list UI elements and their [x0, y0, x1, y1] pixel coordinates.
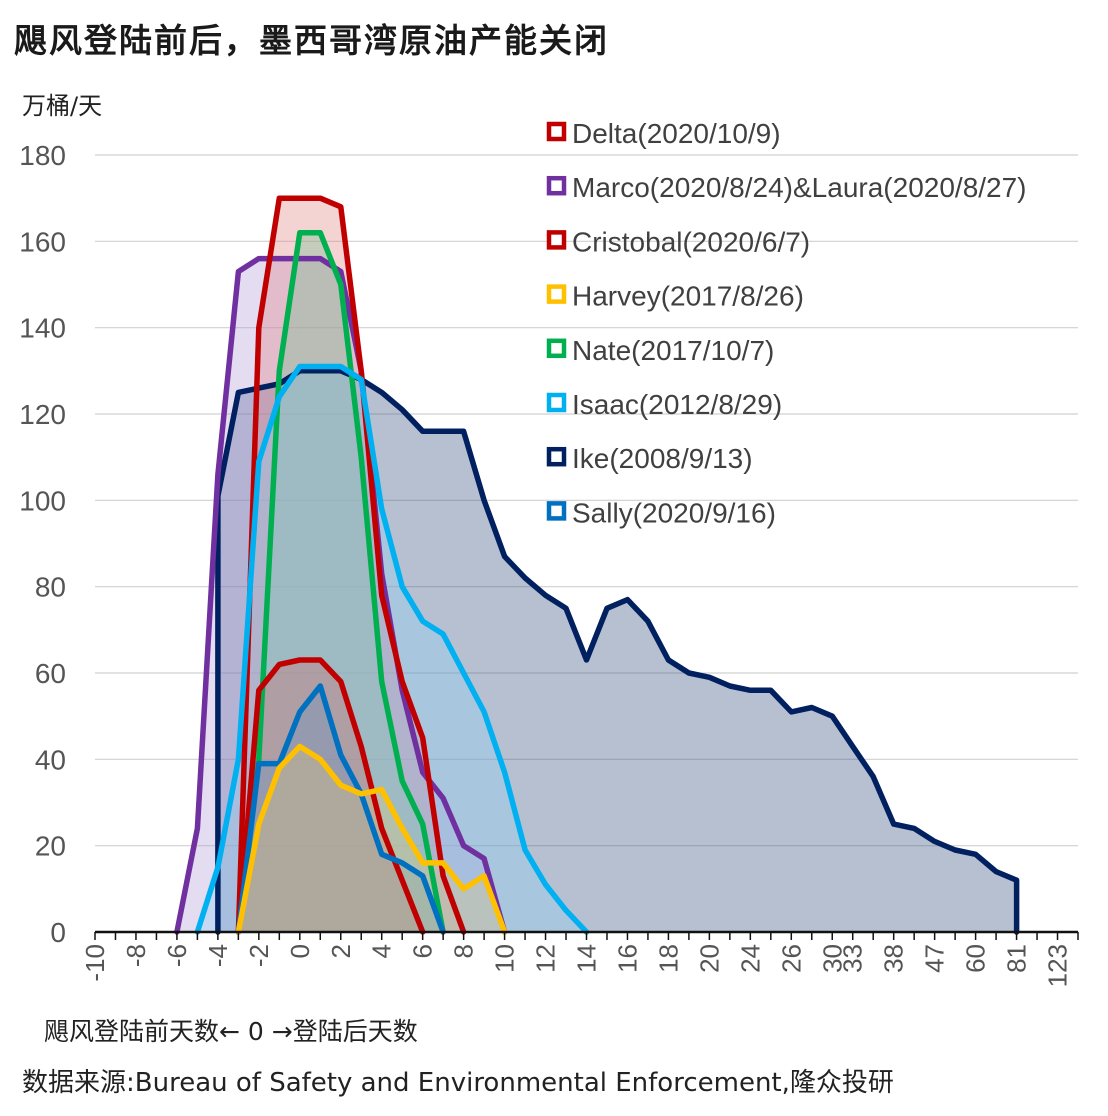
- series-area-ike: [217, 370, 1017, 932]
- y-tick-label: 40: [35, 744, 66, 775]
- legend-label: Ike(2008/9/13): [572, 443, 753, 474]
- series-line-sally: [235, 683, 446, 935]
- legend-marker: [546, 392, 567, 413]
- x-tick-label: 81: [1002, 944, 1032, 973]
- y-tick-label: 0: [50, 917, 66, 948]
- series-line-ike: [215, 368, 1020, 935]
- x-tick-label: 33: [838, 944, 868, 973]
- legend-marker: [546, 230, 567, 250]
- x-tick-label: 38: [879, 944, 909, 973]
- x-tick-label: 8: [449, 944, 479, 958]
- x-tick-label: 30: [817, 944, 847, 973]
- x-tick-label: 6: [408, 944, 438, 958]
- legend-marker: [546, 175, 567, 196]
- x-tick-label: 18: [653, 944, 683, 973]
- x-tick-label: 2: [326, 944, 356, 958]
- y-tick-label: 100: [19, 485, 66, 516]
- series-area-sally: [238, 686, 444, 932]
- series-lines: [174, 195, 1020, 935]
- legend-label: Isaac(2012/8/29): [572, 389, 782, 420]
- series-line-isaac: [194, 363, 590, 935]
- x-axis-caption: 飓风登陆前天数← 0 →登陆后天数: [44, 1017, 418, 1046]
- source-note: 数据来源:Bureau of Safety and Environmental …: [22, 1068, 894, 1098]
- legend-label: Harvey(2017/8/26): [572, 281, 804, 312]
- y-axis-unit-label: 万桶/天: [22, 92, 103, 120]
- x-tick-label: -6: [162, 944, 192, 967]
- legend-label: Delta(2020/10/9): [572, 118, 781, 149]
- y-tick-label: 180: [19, 140, 66, 171]
- x-tick-label: 20: [694, 944, 724, 973]
- x-tick-label: 4: [367, 944, 397, 958]
- y-tick-label: 80: [35, 572, 66, 603]
- chart-title: 飓风登陆前后，墨西哥湾原油产能关闭: [14, 21, 609, 60]
- x-tick-label: 60: [961, 944, 991, 973]
- x-tick-label: 12: [531, 944, 561, 973]
- series-area-delta: [238, 660, 423, 932]
- y-tick-label: 60: [35, 658, 66, 689]
- legend-marker: [546, 338, 567, 359]
- legend-label: Sally(2020/9/16): [572, 497, 776, 528]
- legend: Delta(2020/10/9) Marco(2020/8/24)&Laura(2…: [546, 118, 1027, 528]
- x-tick-label: 123: [1043, 944, 1073, 987]
- x-tick-label: -10: [80, 944, 110, 982]
- series-area-harvey: [238, 746, 505, 932]
- series-line-delta: [235, 657, 426, 935]
- y-tick-label: 120: [19, 399, 66, 430]
- x-tick-label: 0: [285, 944, 315, 958]
- series-line-harvey: [235, 743, 508, 935]
- legend-marker: [546, 501, 567, 521]
- legend-label: Nate(2017/10/7): [572, 335, 774, 366]
- x-tick-label: -4: [203, 944, 233, 967]
- legend-label: Marco(2020/8/24)&Laura(2020/8/27): [572, 172, 1027, 203]
- x-tick-label: 16: [612, 944, 642, 973]
- series-line-marco: [174, 255, 508, 935]
- x-tick-label: 24: [735, 944, 765, 973]
- legend-marker: [546, 121, 567, 142]
- x-tick-label: -8: [121, 944, 151, 967]
- x-tick-label: 10: [490, 944, 520, 973]
- legend-marker: [546, 446, 567, 467]
- y-tick-label: 20: [35, 831, 66, 862]
- legend-label: Cristobal(2020/6/7): [572, 226, 810, 257]
- x-tick-label: 14: [572, 944, 602, 973]
- legend-marker: [546, 284, 567, 304]
- y-tick-label: 160: [19, 226, 66, 257]
- series-line-cristobal: [235, 195, 467, 935]
- x-tick-label: 47: [920, 944, 950, 973]
- y-tick-label: 140: [19, 313, 66, 344]
- series-line-nate: [235, 229, 446, 935]
- x-tick-label: -2: [244, 944, 274, 967]
- x-tick-label: 26: [776, 944, 806, 973]
